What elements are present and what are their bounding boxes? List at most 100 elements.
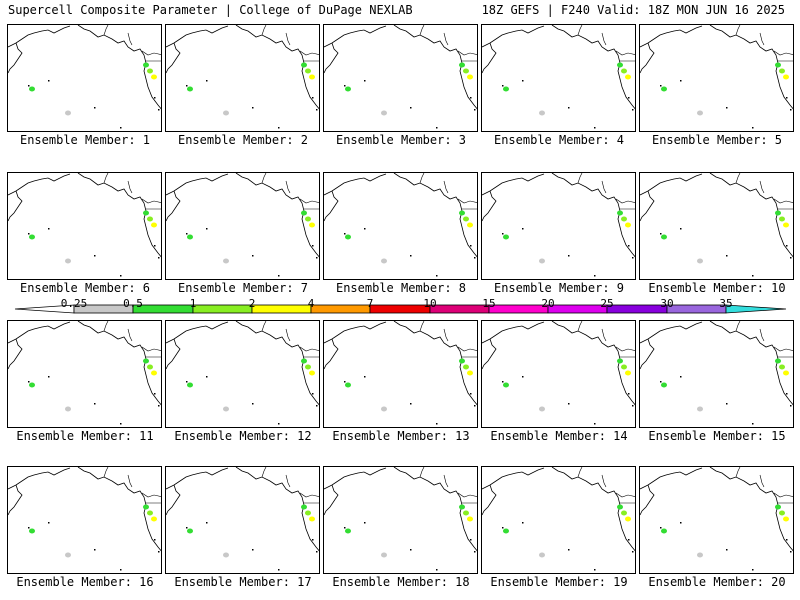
ensemble-member-9-label: Ensemble Member: 9 — [493, 281, 625, 295]
ensemble-member-4-label: Ensemble Member: 4 — [493, 133, 625, 147]
border-line — [285, 474, 291, 488]
island — [680, 376, 682, 378]
island — [594, 275, 596, 277]
scp-shaded-area — [147, 510, 153, 516]
island — [316, 405, 318, 407]
island — [502, 233, 504, 235]
ensemble-member-13-label: Ensemble Member: 13 — [332, 429, 470, 443]
island — [364, 80, 366, 82]
island — [316, 109, 318, 111]
island — [502, 85, 504, 87]
border-line — [615, 346, 635, 352]
map-outline — [640, 467, 793, 571]
ensemble-member-3-map — [323, 24, 478, 132]
border-line — [759, 328, 765, 342]
scp-shaded-area — [463, 510, 469, 516]
island — [410, 107, 412, 109]
scp-shaded-area — [143, 62, 149, 68]
colorbar-tick-label: 10 — [423, 297, 437, 310]
scp-shaded-area — [309, 516, 315, 522]
scp-shaded-area — [151, 370, 157, 376]
scp-shaded-area — [309, 370, 315, 376]
scp-shaded-area — [143, 210, 149, 216]
coastline — [640, 467, 793, 552]
coastline — [482, 467, 635, 552]
scp-shaded-area — [305, 510, 311, 516]
island — [120, 423, 122, 425]
coastline — [166, 467, 319, 552]
scp-shaded-area — [381, 406, 387, 412]
border-line — [615, 492, 635, 498]
island — [680, 522, 682, 524]
scp-shaded-area — [621, 364, 627, 370]
island — [410, 255, 412, 257]
island — [474, 257, 476, 259]
ensemble-member-2-map — [165, 24, 320, 132]
island — [726, 403, 728, 405]
ensemble-member-8-label: Ensemble Member: 8 — [335, 281, 467, 295]
ensemble-member-12-map — [165, 320, 320, 428]
scp-shaded-area — [305, 364, 311, 370]
scp-shaded-area — [625, 74, 631, 80]
border-line — [127, 474, 133, 488]
scp-shaded-area — [463, 68, 469, 74]
scp-shaded-area — [783, 74, 789, 80]
island — [786, 97, 788, 99]
island — [594, 127, 596, 129]
island — [206, 376, 208, 378]
island — [568, 403, 570, 405]
scp-shaded-area — [459, 504, 465, 510]
border-line — [443, 180, 449, 194]
colorbar-segment — [488, 304, 549, 314]
colorbar-segment — [606, 304, 668, 314]
island — [316, 551, 318, 553]
border-line — [261, 25, 267, 36]
scp-shaded-area — [345, 234, 351, 240]
scp-shaded-area — [187, 234, 193, 240]
ensemble-member-15-label: Ensemble Member: 15 — [648, 429, 786, 443]
coastline — [166, 321, 319, 406]
island — [502, 381, 504, 383]
map-outline — [482, 467, 635, 571]
island — [94, 255, 96, 257]
island — [786, 539, 788, 541]
ensemble-member-10-label: Ensemble Member: 10 — [648, 281, 786, 295]
island — [726, 549, 728, 551]
scp-shaded-area — [625, 370, 631, 376]
scp-shaded-area — [381, 552, 387, 558]
island — [660, 233, 662, 235]
border-line — [141, 50, 161, 56]
island — [790, 405, 792, 407]
island — [186, 527, 188, 529]
scp-shaded-area — [779, 216, 785, 222]
scp-shaded-area — [301, 210, 307, 216]
map-outline — [166, 173, 319, 277]
map-outline — [482, 321, 635, 425]
colorbar-tick-label: 0.25 — [60, 297, 88, 310]
map-outline — [8, 25, 161, 129]
coastline — [166, 25, 319, 110]
scp-shaded-area — [345, 86, 351, 92]
map-outline — [640, 173, 793, 277]
scp-shaded-area — [625, 516, 631, 522]
scp-shaded-area — [697, 258, 703, 264]
island — [312, 539, 314, 541]
ensemble-member-1-map — [7, 24, 162, 132]
border-line — [601, 328, 607, 342]
border-line — [735, 173, 741, 184]
ensemble-member-5-map — [639, 24, 794, 132]
border-line — [601, 474, 607, 488]
scp-shaded-area — [345, 382, 351, 388]
border-line — [299, 346, 319, 352]
border-line — [103, 321, 109, 332]
island — [726, 107, 728, 109]
scp-shaded-area — [187, 86, 193, 92]
border-line — [759, 32, 765, 46]
scp-shaded-area — [661, 86, 667, 92]
island — [28, 233, 30, 235]
island — [158, 109, 160, 111]
scp-shaded-area — [539, 406, 545, 412]
island — [628, 245, 630, 247]
scp-shaded-area — [775, 210, 781, 216]
border-line — [419, 467, 425, 478]
